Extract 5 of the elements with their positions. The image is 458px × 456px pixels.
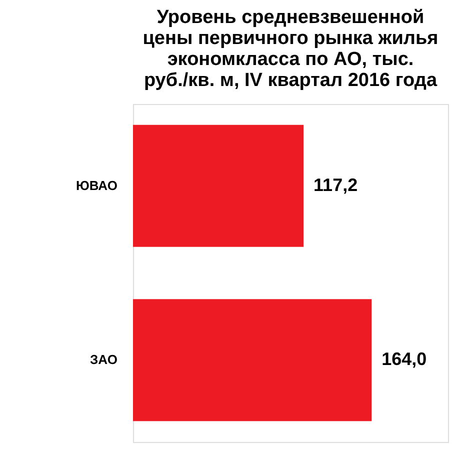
y-tick-label: ЗАО [90, 352, 118, 368]
chart-title: Уровень средневзвешенной цены первичного рынка жилья экономкласса по АО, тыс. руб./кв. м, IV квартал 2016 года [142, 7, 438, 91]
data-label: 117,2 [314, 174, 358, 195]
data-label: 164,0 [382, 349, 427, 370]
y-tick-label: ЮВАО [76, 178, 118, 193]
